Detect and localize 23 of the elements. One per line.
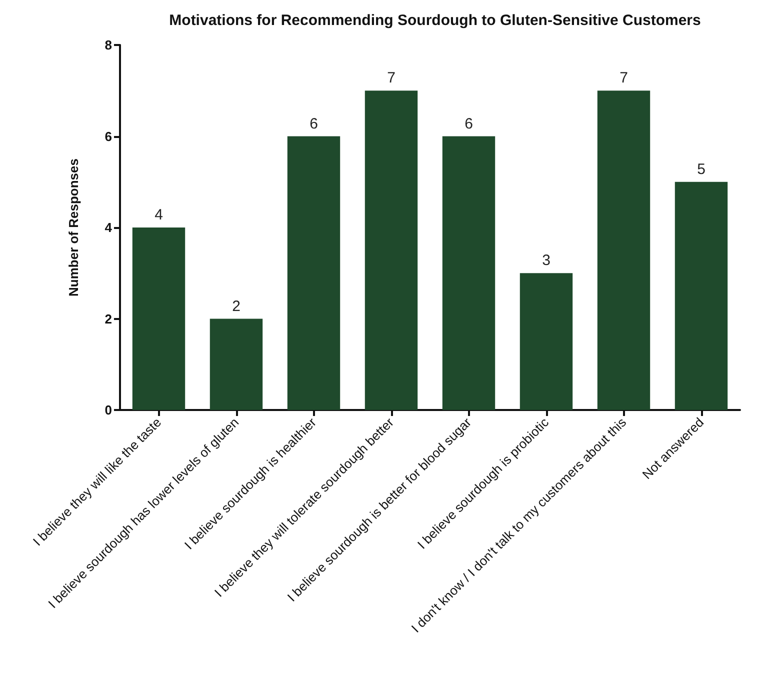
bar — [597, 90, 650, 410]
bar — [132, 228, 186, 410]
data-label: 5 — [697, 160, 706, 178]
y-axis-title: Number of Responses — [66, 158, 81, 296]
bar — [364, 90, 418, 410]
y-tick-label: 4 — [104, 220, 113, 235]
bar — [287, 136, 340, 410]
bar — [674, 182, 728, 410]
data-label: 6 — [464, 115, 473, 132]
bar — [442, 136, 496, 410]
y-tick-label: 6 — [104, 128, 112, 144]
data-label: 7 — [387, 70, 396, 87]
bar — [520, 273, 573, 410]
bar — [210, 318, 263, 410]
data-label: 2 — [232, 298, 240, 315]
y-tick-label: 2 — [104, 311, 112, 326]
data-label: 4 — [154, 206, 163, 224]
chart-title: Motivations for Recommending Sourdough to Gluten-Sensitive Customers — [169, 12, 701, 29]
data-label: 3 — [542, 252, 550, 270]
y-tick-label: 8 — [104, 38, 112, 52]
y-tick-label: 0 — [104, 402, 112, 418]
data-label: 7 — [620, 70, 628, 87]
data-label: 6 — [310, 115, 318, 132]
